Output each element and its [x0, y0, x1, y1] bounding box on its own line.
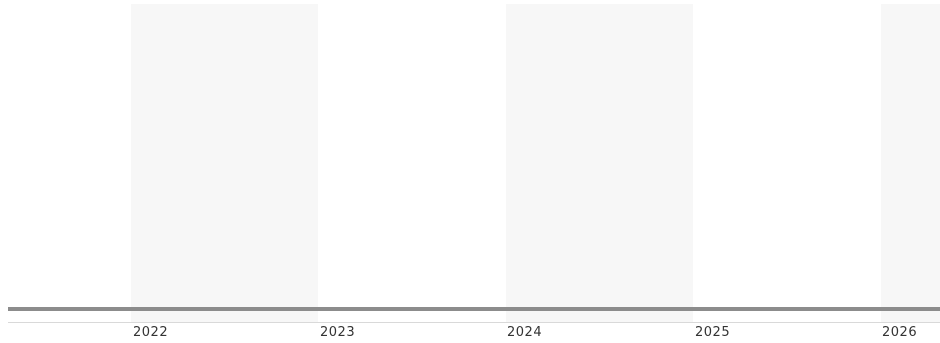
year-band-2026 — [881, 4, 940, 323]
year-band-2022 — [131, 4, 318, 323]
year-label-2026: 2026 — [882, 325, 918, 340]
year-band-2024 — [506, 4, 693, 323]
timeline-baseline — [8, 322, 940, 323]
year-label-2025: 2025 — [695, 325, 731, 340]
year-label-2023: 2023 — [320, 325, 356, 340]
year-label-2022: 2022 — [133, 325, 169, 340]
year-label-2024: 2024 — [507, 325, 543, 340]
timeline-axis-line — [8, 307, 940, 311]
